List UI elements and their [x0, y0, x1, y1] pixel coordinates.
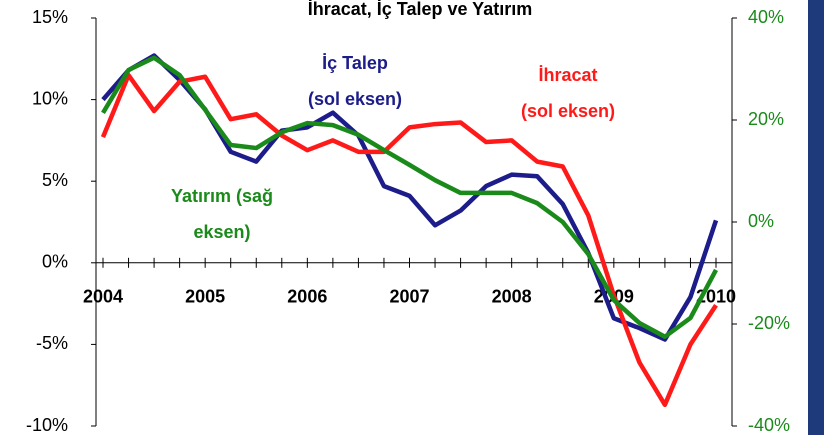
y-tick-label: 5%	[42, 170, 68, 190]
series-line	[101, 55, 718, 339]
y2-tick-label: 40%	[748, 7, 784, 27]
x-tick-label: 2007	[389, 287, 429, 307]
series-label: (sol eksen)	[521, 101, 615, 121]
y2-tick-label: -40%	[748, 415, 790, 435]
side-strip	[808, 0, 824, 435]
y-tick-label: -5%	[36, 333, 68, 353]
y-tick-label: 10%	[32, 88, 68, 108]
x-tick-label: 2005	[185, 287, 225, 307]
chart-title: İhracat, İç Talep ve Yatırım	[308, 0, 532, 19]
y2-tick-label: -20%	[748, 313, 790, 333]
y-tick-label: 15%	[32, 7, 68, 27]
series-label: eksen)	[193, 222, 250, 242]
x-tick-label: 2008	[492, 287, 532, 307]
x-tick-label: 2006	[287, 287, 327, 307]
series-label: (sol eksen)	[308, 89, 402, 109]
y2-tick-label: 20%	[748, 109, 784, 129]
series-label: İç Talep	[322, 53, 388, 73]
x-tick-label: 2004	[83, 287, 123, 307]
y-tick-label: -10%	[26, 415, 68, 435]
series-label: İhracat	[538, 65, 597, 85]
series-label: Yatırım (sağ	[171, 186, 273, 206]
y2-tick-label: 0%	[748, 211, 774, 231]
y-tick-label: 0%	[42, 252, 68, 272]
